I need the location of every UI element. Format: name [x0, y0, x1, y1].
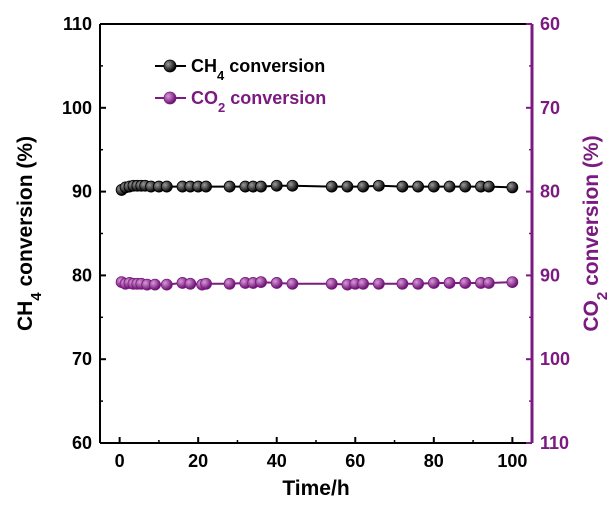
data-point	[286, 277, 299, 290]
data-point	[459, 180, 472, 193]
data-point	[255, 180, 267, 193]
data-point	[184, 277, 197, 290]
data-point	[427, 277, 440, 289]
legend-label-rest: conversion	[225, 88, 326, 108]
y-axis-title-left-rest: conversion (%)	[14, 136, 37, 292]
y-axis-title-right-rest: conversion (%)	[580, 135, 603, 291]
data-point	[200, 180, 212, 193]
y-axis-title-left-subscript: 4	[28, 292, 45, 301]
data-point	[325, 180, 338, 193]
y-left-tick-label: 110	[63, 14, 92, 34]
legend-label: CH4 conversion	[191, 56, 325, 83]
legend-entry-co2: CO2 conversion	[155, 88, 326, 115]
data-point	[357, 277, 370, 290]
data-point	[459, 277, 472, 289]
axis-titles: Time/h CH4 conversion (%) CO2 conversion (…	[14, 135, 611, 500]
legend-subscript: 4	[217, 68, 225, 83]
x-tick-label: 80	[424, 451, 444, 471]
data-point	[325, 277, 338, 290]
y-left-tick-label: 100	[62, 98, 92, 118]
data-point	[160, 278, 173, 291]
data-point	[270, 179, 283, 192]
y-axis-title-right-subscript: 2	[594, 292, 611, 300]
data-point	[396, 277, 409, 290]
x-tick-label: 60	[345, 451, 365, 471]
data-point	[341, 180, 354, 193]
data-point	[396, 180, 409, 193]
y-right-tick-label: 90	[540, 265, 560, 285]
y-left-tick-label: 60	[72, 433, 92, 453]
data-point	[223, 180, 236, 193]
data-point	[482, 180, 495, 193]
y-left-tick-label: 90	[72, 182, 92, 202]
data-point	[427, 180, 440, 193]
data-point	[357, 180, 370, 193]
y-axis-title-left: CH4 conversion (%)	[14, 136, 45, 331]
data-point	[200, 277, 212, 290]
data-point	[286, 179, 299, 192]
x-tick-label: 20	[188, 451, 208, 471]
series-co2	[115, 276, 519, 291]
data-point	[270, 277, 283, 289]
data-point	[149, 278, 161, 291]
data-point	[506, 276, 519, 289]
data-point	[412, 180, 425, 193]
axes: 0 20 40 60 80 100 60 70 80 90 100 110 60 70 80 90 100 110	[62, 14, 570, 471]
x-tick-label: 0	[115, 451, 125, 471]
y-right-tick-label: 60	[540, 14, 560, 34]
data-point	[412, 277, 425, 290]
legend-marker	[163, 91, 177, 105]
y-right-tick-label: 100	[540, 349, 570, 369]
series-ch4	[115, 179, 519, 196]
x-tick-label: 100	[497, 451, 527, 471]
legend-entry-ch4: CH4 conversion	[155, 56, 325, 83]
x-tick-label: 40	[267, 451, 287, 471]
legend: CH4 conversion CO2 conversion	[155, 56, 326, 115]
data-point	[443, 180, 456, 193]
data-point	[160, 180, 173, 193]
y-left-tick-label: 70	[72, 349, 92, 369]
y-right-tick-label: 80	[540, 182, 560, 202]
y-left-tick-label: 80	[72, 265, 92, 285]
data-point	[255, 276, 267, 289]
y-axis-title-right: CO2 conversion (%)	[580, 135, 611, 331]
data-point	[372, 277, 385, 290]
series-layer	[115, 179, 519, 291]
data-point	[223, 277, 236, 290]
legend-label-rest: conversion	[224, 56, 325, 76]
legend-label: CO2 conversion	[191, 88, 326, 115]
y-right-tick-label: 70	[540, 98, 560, 118]
data-point	[506, 181, 519, 194]
data-point	[482, 277, 495, 289]
x-axis-title: Time/h	[282, 477, 349, 500]
legend-marker	[163, 59, 177, 73]
legend-subscript: 2	[218, 100, 225, 115]
data-point	[443, 277, 456, 289]
data-point	[372, 179, 385, 192]
y-right-tick-label: 110	[540, 433, 569, 453]
